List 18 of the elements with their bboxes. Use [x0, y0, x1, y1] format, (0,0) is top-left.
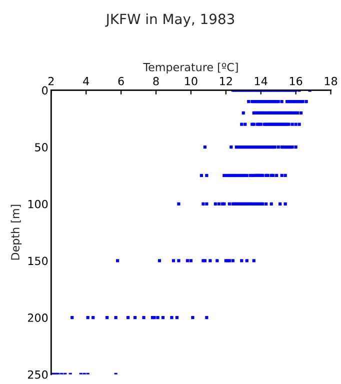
y-tick-label: 150	[28, 256, 48, 266]
x-tick-label: 10	[185, 76, 198, 86]
y-tick-label: 200	[28, 314, 48, 322]
x-tick-label: 6	[118, 76, 124, 86]
y-tick-label: 0	[42, 86, 48, 95]
x-tick-label: 12	[220, 76, 232, 86]
y-tick-label: 100	[28, 200, 48, 208]
y-tick-label: 250	[28, 370, 48, 379]
x-tick-label: 18	[324, 76, 338, 86]
y-tick-label: 50	[35, 143, 48, 152]
x-tick-label: 2	[48, 76, 54, 86]
y-axis-title: Depth [m]	[10, 204, 22, 260]
chart-title: JKFW in May, 1983	[105, 13, 234, 27]
x-tick-label: 14	[255, 77, 268, 86]
x-axis-title: Temperature [ºC]	[143, 62, 238, 74]
x-tick-label: 4	[83, 77, 90, 86]
x-tick-label: 8	[153, 76, 159, 86]
x-tick-label: 16	[290, 76, 302, 86]
